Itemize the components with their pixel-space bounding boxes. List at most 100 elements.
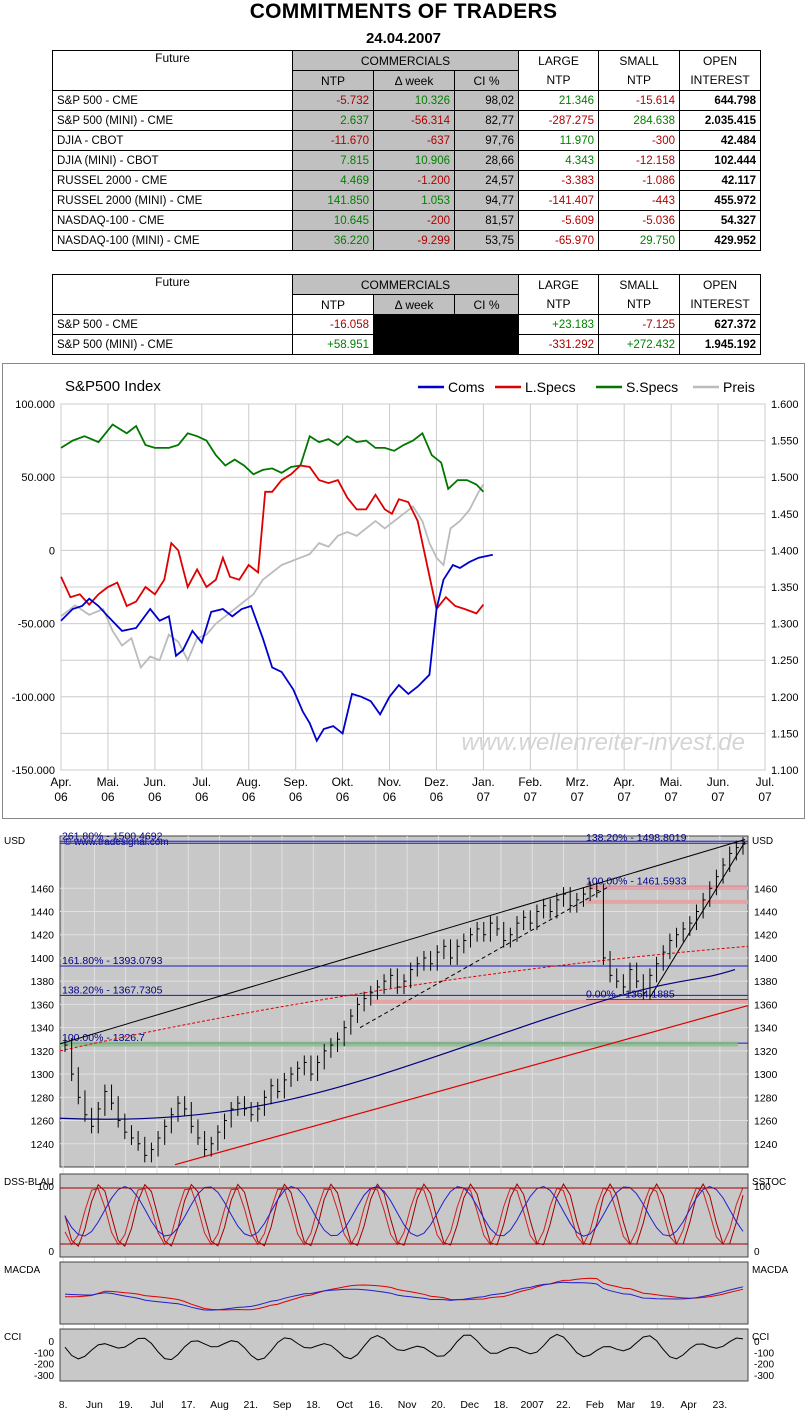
y2-tick-label: 1.300 <box>771 619 799 631</box>
x-tick-label: 06 <box>430 790 444 804</box>
cell-small-ntp: -300 <box>598 130 680 151</box>
y-tick-label: 1300 <box>31 1069 55 1081</box>
cell-comm-week: 1.053 <box>373 190 455 211</box>
page-title: COMMITMENTS OF TRADERS <box>249 0 558 23</box>
indicator-tick-label: -100 <box>754 1348 774 1359</box>
cell-large-ntp: -3.383 <box>518 170 599 191</box>
cell-future: RUSSEL 2000 - CME <box>52 170 293 191</box>
indicator-title: DSS-BLAU <box>4 1177 54 1188</box>
x-tick-label: 07 <box>758 790 772 804</box>
cell-comm-ntp: 2.637 <box>292 110 374 131</box>
col-small-header-2: NTP <box>598 294 680 315</box>
cell-comm-week: -200 <box>373 210 455 231</box>
x-tick-label: 06 <box>383 790 397 804</box>
y2-tick-label: 1400 <box>754 953 778 965</box>
y2-tick-label: 1.550 <box>771 436 799 448</box>
y-tick-label: 1400 <box>31 953 55 965</box>
support-trendline <box>174 1004 749 1166</box>
x-tick-label: Sep <box>273 1399 292 1411</box>
series-line-l-specs <box>60 464 485 615</box>
cell-open-interest: 644.798 <box>679 90 761 111</box>
rising-wedge-line <box>649 841 746 998</box>
x-tick-label: 16. <box>369 1399 384 1411</box>
col-ntp-header: NTP <box>292 70 374 91</box>
trend-channel-upper <box>59 839 746 1045</box>
cot-positions-chart: Apr. 06 Mai. 06 Jun. 06 Jul. 06 Aug. 06 Sep. 06 Okt.… <box>2 363 805 819</box>
indicator-tick-label: 100 <box>37 1182 54 1193</box>
table-row: NASDAQ-100 (MINI) - CME 36.220 -9.299 53,75… <box>52 230 761 251</box>
cell-small-ntp: -7.125 <box>598 314 680 335</box>
col-large-header-1: LARGE <box>518 274 599 295</box>
indicator-title: MACDA <box>4 1265 40 1276</box>
y2-tick-label: 1300 <box>754 1069 778 1081</box>
cot-table-previous: Future COMMERCIALS LARGE SMALL OPEN NTP … <box>52 274 761 355</box>
cell-open-interest: 455.972 <box>679 190 761 211</box>
cell-comm-week: -9.299 <box>373 230 455 251</box>
x-tick-label: 06 <box>242 790 256 804</box>
x-tick-label: Apr <box>680 1399 697 1411</box>
y2-tick-label: 1420 <box>754 930 778 942</box>
cell-small-ntp: 284.638 <box>598 110 680 131</box>
fib-level-label: 0.00% - 1364.1885 <box>586 989 675 1001</box>
y2-tick-label: 1.250 <box>771 655 799 667</box>
legend-label: L.Specs <box>525 379 576 395</box>
cell-small-ntp: +272.432 <box>598 334 680 355</box>
cell-comm-ci: 24,57 <box>454 170 519 191</box>
indicator-tick-label: 100 <box>754 1182 771 1193</box>
cell-comm-ntp: -16.058 <box>292 314 374 335</box>
indicator-tick-label: 0 <box>48 1247 54 1258</box>
table-row: S&P 500 - CME -16.058 +23.183 -7.125 627.372 <box>52 314 761 335</box>
indicator-tick-label: -100 <box>34 1348 54 1359</box>
x-tick-label: 2007 <box>521 1399 545 1411</box>
x-tick-label: 07 <box>711 790 725 804</box>
cell-comm-ntp: 141.850 <box>292 190 374 211</box>
cell-open-interest: 1.945.192 <box>679 334 761 355</box>
y2-tick-label: 1440 <box>754 906 778 918</box>
col-small-header-1: SMALL <box>598 274 680 295</box>
y-tick-label: -100.000 <box>12 692 55 704</box>
indicator-right-label: CCI <box>752 1332 769 1343</box>
macd-signal-line <box>64 1281 744 1311</box>
cell-future: S&P 500 - CME <box>52 314 293 335</box>
x-tick-label: 18. <box>306 1399 321 1411</box>
col-week-header: Δ week <box>373 70 455 91</box>
trend-channel-mid <box>359 885 611 1029</box>
x-tick-label: Jul. <box>756 775 775 789</box>
cot-positions-svg: Apr.06Mai.06Jun.06Jul.06Aug.06Sep.06Okt.… <box>12 378 799 804</box>
col-open-header-2: INTEREST <box>679 294 761 315</box>
cell-small-ntp: -1.086 <box>598 170 680 191</box>
legend-label: Coms <box>448 379 485 395</box>
resistance-zone <box>586 885 748 890</box>
cell-future: S&P 500 (MINI) - CME <box>52 334 293 355</box>
cell-future: S&P 500 - CME <box>52 90 293 111</box>
table-row: DJIA - CBOT -11.670 -637 97,76 11.970 -300 42.… <box>52 130 761 151</box>
y-unit-label: USD <box>4 836 25 847</box>
y-tick-label: 1440 <box>31 906 55 918</box>
y2-tick-label: 1240 <box>754 1139 778 1151</box>
cci-line <box>64 1333 744 1361</box>
y-tick-label: -50.000 <box>18 619 55 631</box>
y2-tick-label: 1.500 <box>771 472 799 484</box>
x-tick-label: Apr. <box>614 775 635 789</box>
y-tick-label: 1380 <box>31 976 55 988</box>
x-tick-label: 07 <box>477 790 491 804</box>
cell-open-interest: 42.117 <box>679 170 761 191</box>
col-ci-header: CI % <box>454 70 519 91</box>
x-tick-label: 06 <box>289 790 303 804</box>
y-tick-label: 1320 <box>31 1046 55 1058</box>
cell-large-ntp: -65.970 <box>518 230 599 251</box>
col-open-header-1: OPEN <box>679 50 761 71</box>
x-tick-label: 07 <box>571 790 585 804</box>
cell-comm-week: 10.326 <box>373 90 455 111</box>
cell-comm-ci: 98,02 <box>454 90 519 111</box>
technical-chart-svg: 8. Jun 19. Jul 17. Aug 21. Sep 18. Oct 16. Nov 20. De… <box>4 830 788 1411</box>
cell-open-interest: 54.327 <box>679 210 761 231</box>
indicator-right-label: MACDA <box>752 1265 788 1276</box>
indicator-tick-label: 0 <box>48 1337 54 1348</box>
cell-comm-ntp: -11.670 <box>292 130 374 151</box>
y2-tick-label: 1.200 <box>771 692 799 704</box>
y2-tick-label: 1380 <box>754 976 778 988</box>
x-tick-label: Sep. <box>283 775 308 789</box>
resistance-zone <box>370 999 748 1004</box>
cell-small-ntp: 29.750 <box>598 230 680 251</box>
